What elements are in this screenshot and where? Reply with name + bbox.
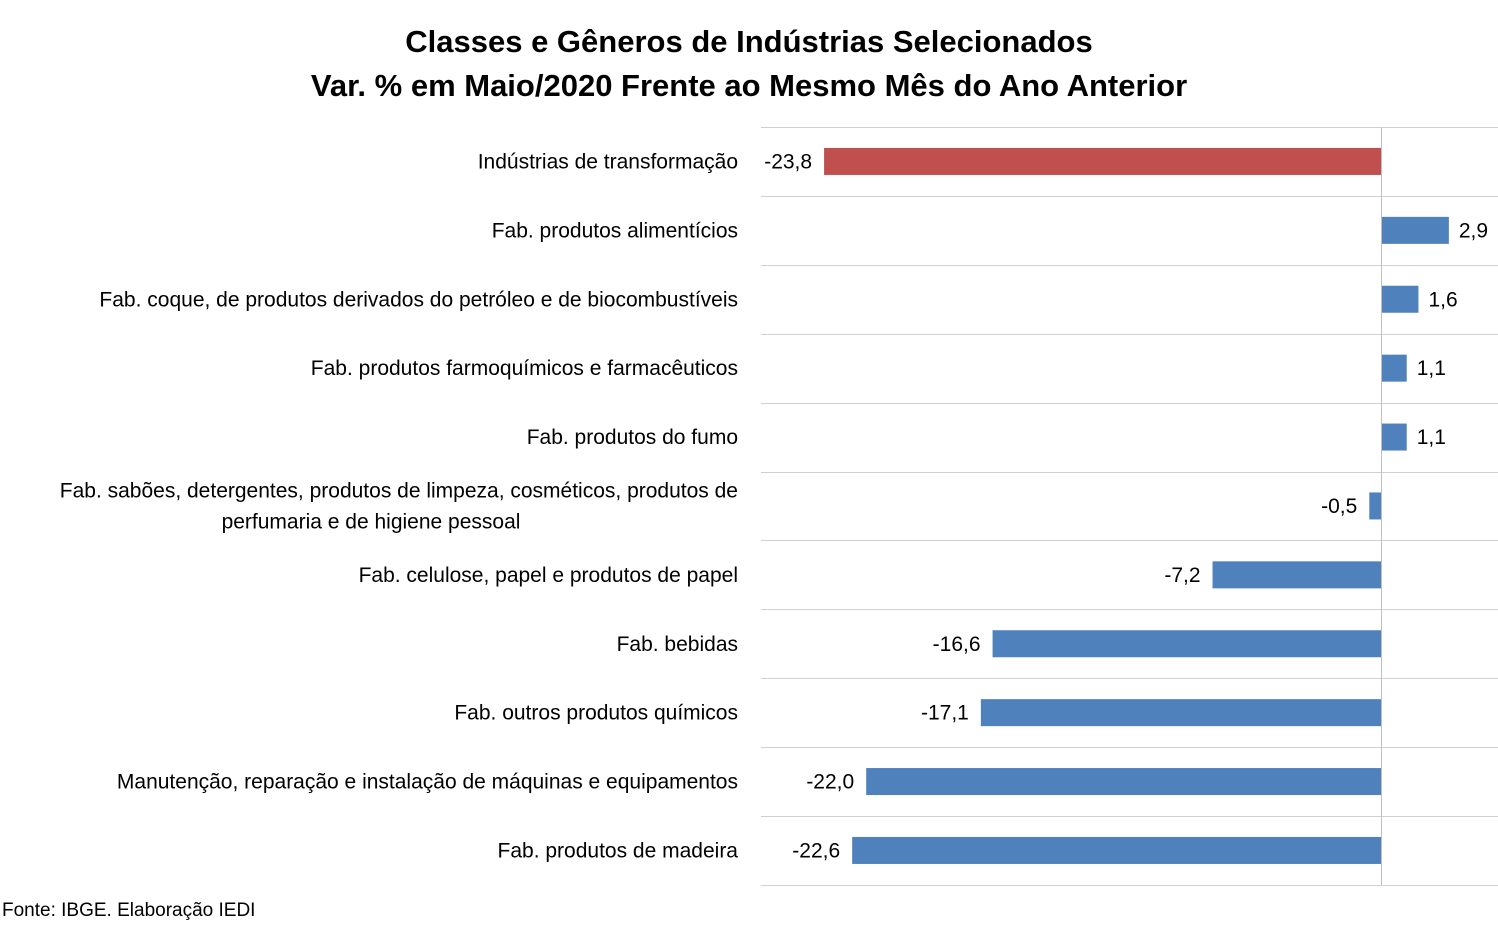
bar	[852, 836, 1381, 864]
category-label: Fab. produtos alimentícios	[492, 219, 738, 242]
bar	[1212, 561, 1381, 589]
data-label: -7,2	[1164, 564, 1200, 587]
chart-title-line-2: Var. % em Maio/2020 Frente ao Mesmo Mês …	[310, 68, 1188, 103]
data-label: -0,5	[1321, 495, 1357, 518]
data-label: 2,9	[1459, 219, 1488, 242]
data-label: -23,8	[764, 150, 812, 173]
data-label: 1,1	[1417, 426, 1446, 449]
category-label: perfumaria e de higiene pessoal	[222, 510, 521, 533]
category-label: Fab. produtos farmoquímicos e farmacêuti…	[311, 357, 738, 380]
category-label: Manutenção, reparação e instalação de má…	[117, 771, 738, 794]
bar	[866, 768, 1381, 796]
data-label: 1,1	[1417, 357, 1446, 380]
category-label: Fab. coque, de produtos derivados do pet…	[99, 288, 738, 311]
data-label: -17,1	[921, 702, 969, 725]
data-label: -22,0	[806, 771, 854, 794]
category-label: Fab. produtos de madeira	[498, 839, 739, 862]
bar	[824, 147, 1381, 175]
category-label: Fab. celulose, papel e produtos de papel	[359, 564, 738, 587]
chart-title-line-1: Classes e Gêneros de Indústrias Selecion…	[405, 24, 1093, 59]
data-label: -16,6	[933, 633, 981, 656]
data-label: 1,6	[1428, 288, 1457, 311]
bar	[1381, 354, 1407, 382]
source-note: Fonte: IBGE. Elaboração IEDI	[2, 900, 256, 921]
category-label: Fab. outros produtos químicos	[454, 702, 738, 725]
bar	[1369, 492, 1381, 520]
category-label: Fab. produtos do fumo	[527, 426, 738, 449]
bar	[1381, 423, 1407, 451]
bar	[992, 630, 1381, 658]
bar	[1381, 216, 1449, 244]
bar	[980, 699, 1381, 727]
bar	[1381, 285, 1419, 313]
category-label: Indústrias de transformação	[478, 150, 738, 173]
chart-title: Classes e Gêneros de Indústrias Selecion…	[0, 20, 1498, 108]
category-label: Fab. bebidas	[617, 633, 738, 656]
data-label: -22,6	[792, 839, 840, 862]
category-label: Fab. sabões, detergentes, produtos de li…	[60, 479, 738, 502]
